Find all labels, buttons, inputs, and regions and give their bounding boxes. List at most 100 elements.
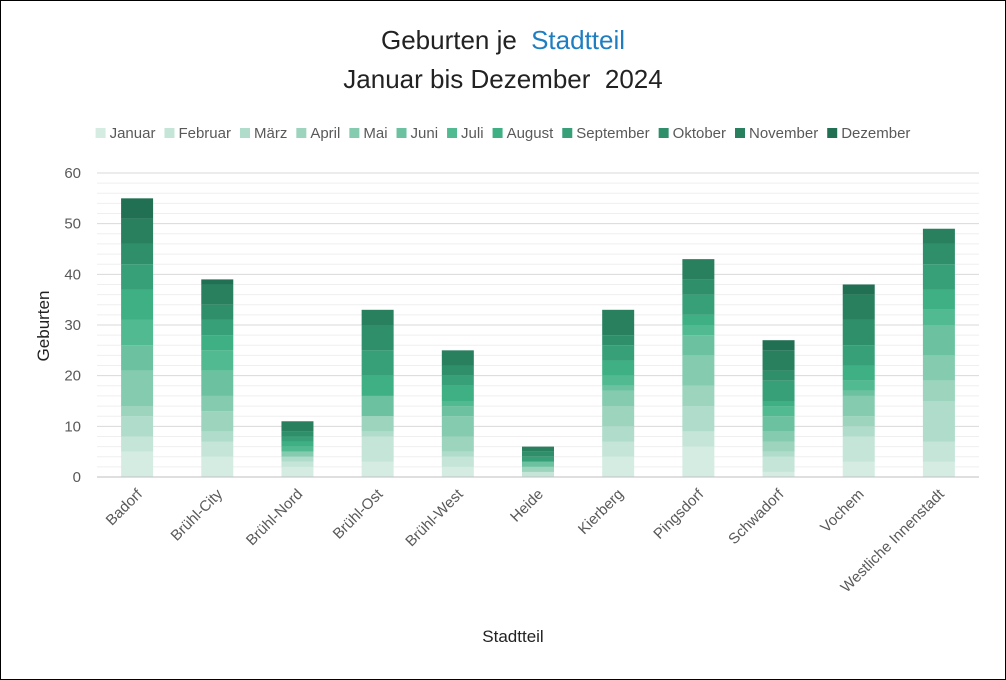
legend-swatch — [396, 128, 407, 138]
bar-segment — [842, 380, 875, 391]
bar-segment — [281, 431, 314, 437]
bar-segment — [762, 456, 795, 472]
legend-item: April — [296, 125, 340, 142]
bar-segment — [682, 314, 715, 325]
chart-title-line1: Geburten je Stadtteil — [381, 25, 625, 55]
x-axis-ticks: Badorf Brühl-City Brühl-Nord Brühl-Ost Brühl… — [103, 485, 949, 596]
bar-segment — [361, 436, 394, 462]
x-tick-label: Kierberg — [575, 486, 627, 538]
bar-segment — [201, 431, 234, 442]
bar-segment — [281, 436, 314, 442]
bar-segment — [922, 309, 955, 325]
bar-segment — [522, 456, 554, 462]
legend-item: Januar — [95, 125, 156, 142]
bar-segment — [522, 471, 554, 477]
bar-segment — [922, 380, 955, 401]
bar-segment — [281, 421, 314, 432]
bar-segment — [441, 451, 474, 457]
bar-segment — [121, 218, 154, 244]
legend-label: November — [749, 125, 818, 142]
bar-segment — [602, 385, 635, 391]
bar-segment — [441, 416, 474, 437]
bar-segment — [682, 259, 715, 280]
bar-segment — [762, 441, 795, 452]
legend-swatch — [296, 128, 307, 138]
bar-segment — [842, 436, 875, 462]
legend-item: Oktober — [658, 125, 726, 142]
bar-segment — [842, 426, 875, 437]
bar-segment — [682, 446, 715, 477]
bar-segment — [121, 451, 154, 477]
y-tick-label: 20 — [64, 368, 81, 385]
legend-label: Dezember — [841, 125, 910, 142]
legend-label: August — [507, 125, 555, 142]
bar-segment — [441, 456, 474, 467]
bar-segment — [361, 395, 394, 417]
bar-segment — [602, 360, 635, 376]
bar-segment — [441, 365, 474, 376]
bar-segment — [922, 441, 955, 462]
bar-segment — [441, 466, 474, 477]
legend-item: September — [562, 125, 650, 142]
bar-segment — [922, 228, 955, 244]
legend-label: Oktober — [673, 125, 726, 142]
bar-segment — [842, 395, 875, 417]
bar-segment — [842, 345, 875, 366]
legend-item: August — [492, 125, 555, 142]
bar-segment — [361, 461, 394, 477]
bar-segment — [441, 401, 474, 407]
bar-segment — [842, 416, 875, 427]
bar-segment — [281, 466, 314, 477]
x-tick-label: Brühl-West — [402, 485, 467, 550]
legend-swatch — [658, 128, 669, 138]
legend-swatch — [349, 128, 360, 138]
bar-segment — [201, 279, 234, 285]
bar-segment — [762, 350, 795, 371]
bar-segment — [121, 243, 154, 265]
bar-segment — [121, 416, 154, 437]
bar-segment — [682, 325, 715, 336]
bar-segment — [682, 279, 715, 295]
y-axis-title: Geburten — [34, 291, 53, 362]
x-tick-label: Vochem — [817, 486, 867, 536]
x-tick-label: Schwadorf — [725, 485, 788, 548]
legend-label: März — [254, 125, 287, 142]
bar-segment — [201, 441, 234, 457]
bar-segment — [121, 406, 154, 417]
bar-segment — [922, 243, 955, 265]
bar-segment — [842, 365, 875, 381]
chart-title: Geburten je Stadtteil Januar bis Dezembe… — [343, 25, 662, 94]
bar-segment — [201, 350, 234, 371]
bar-segment — [201, 411, 234, 432]
legend-item: März — [239, 125, 287, 142]
legend-swatch — [562, 128, 573, 138]
bar-segment — [842, 294, 875, 320]
legend-swatch — [735, 128, 746, 138]
bar-segment — [121, 264, 154, 290]
x-tick-label: Pingsdorf — [650, 485, 707, 542]
y-tick-label: 50 — [64, 216, 81, 233]
x-tick-label: Brühl-City — [168, 485, 227, 544]
legend-label: Januar — [110, 125, 156, 142]
bar-segment — [602, 456, 635, 477]
bar-segment — [121, 319, 154, 346]
legend-swatch — [447, 128, 458, 138]
y-tick-label: 10 — [64, 418, 81, 435]
legend-swatch — [164, 128, 175, 138]
bar-segment — [602, 441, 635, 457]
bar-segment — [602, 345, 635, 361]
legend-item: Juni — [396, 125, 438, 142]
bar-segment — [522, 446, 554, 452]
bar-segment — [762, 370, 795, 381]
x-axis-title: Stadtteil — [482, 627, 543, 646]
bar-segment — [922, 325, 955, 356]
bar-segment — [762, 406, 795, 417]
bar-segment — [922, 355, 955, 381]
bar-segment — [682, 406, 715, 432]
bar-segment — [842, 319, 875, 346]
bar-segment — [922, 264, 955, 290]
bar-segment — [602, 390, 635, 407]
legend-label: Juli — [461, 125, 484, 142]
bar-segment — [602, 375, 635, 386]
